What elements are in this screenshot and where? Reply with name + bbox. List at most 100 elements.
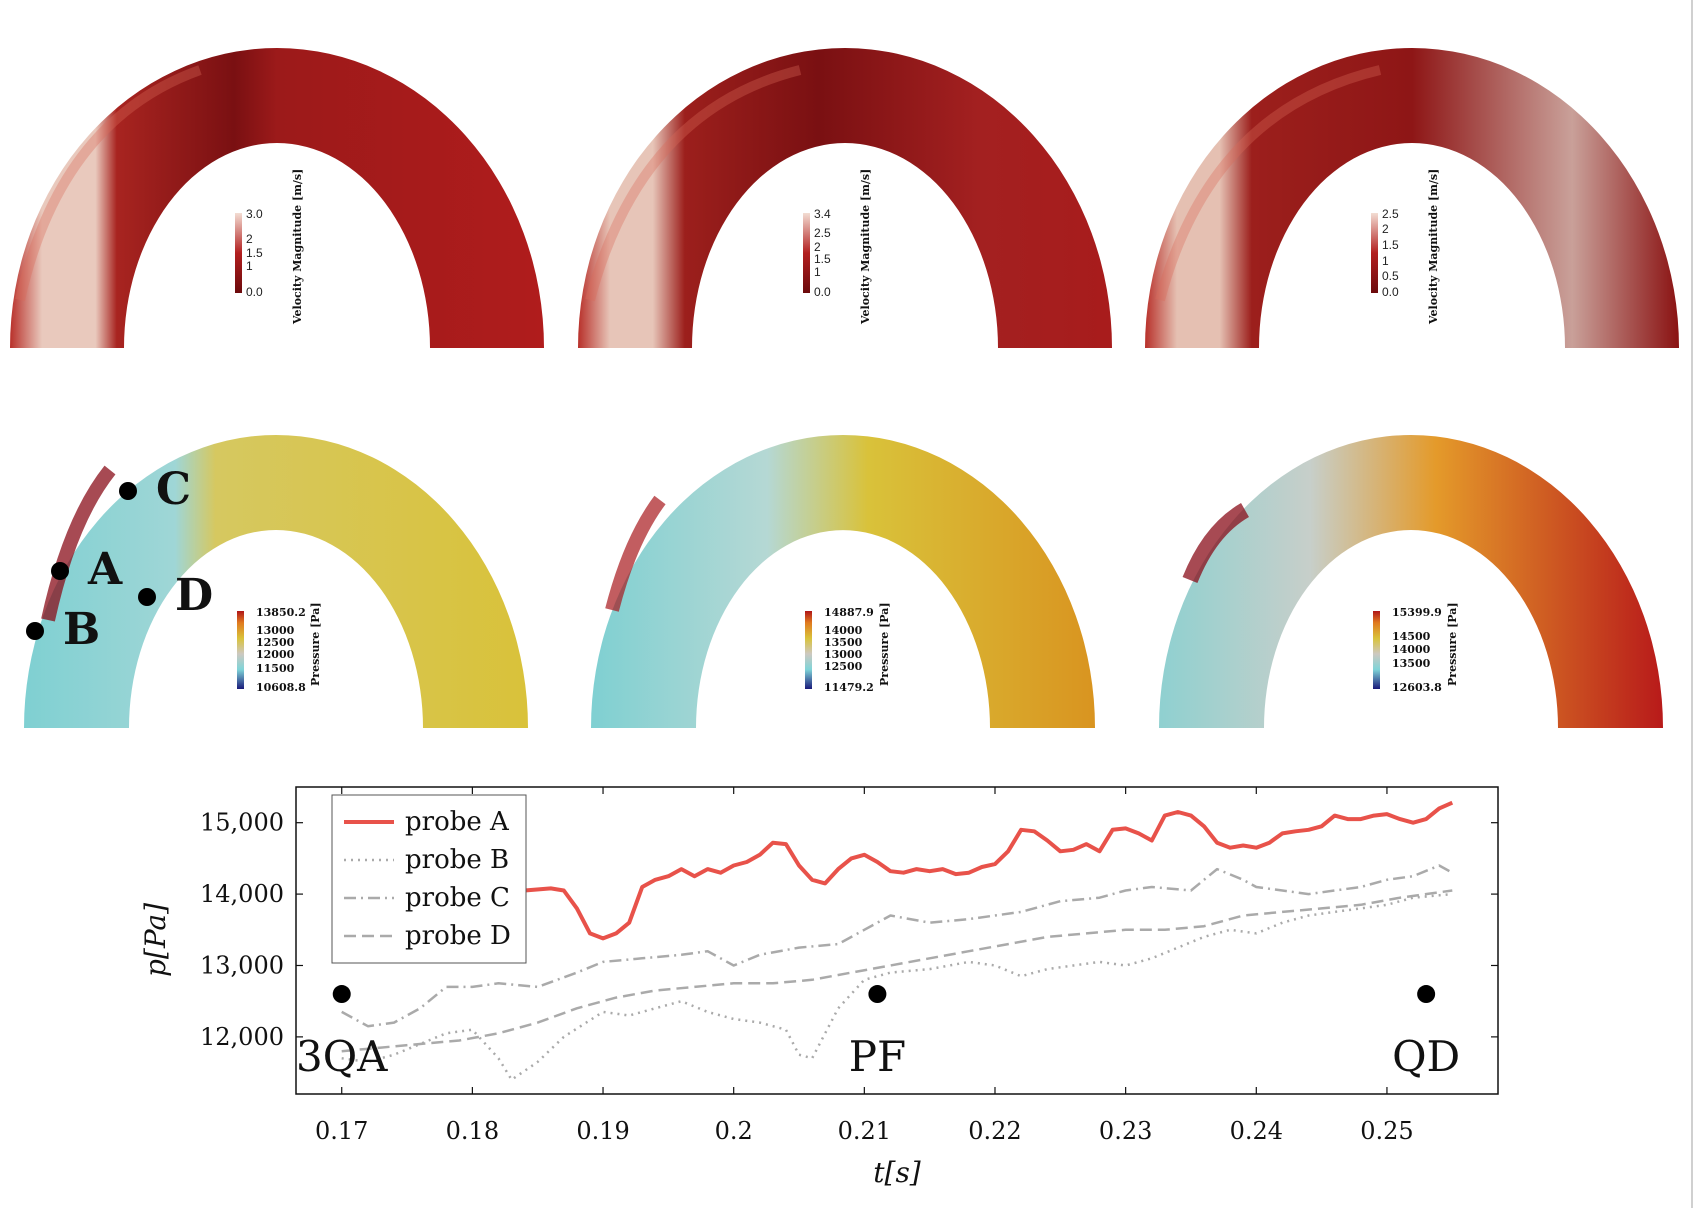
velocity-turbulence-3 — [1155, 65, 1382, 302]
series-line-probe-D — [341, 889, 1453, 1053]
y-tick-label: 15,000 — [200, 809, 284, 837]
colorbar-tick: 12603.8 — [1392, 681, 1442, 694]
probe-c-label: C — [156, 464, 191, 515]
probe-d-label: D — [175, 570, 213, 621]
colorbar-tick: 12500 — [256, 636, 295, 649]
probe-c-marker — [119, 482, 137, 500]
event-marker — [332, 985, 351, 1004]
colorbar-tick: 1.5 — [1382, 238, 1399, 252]
colorbar-title: Velocity Magnitude [m/s] — [291, 169, 304, 325]
colorbar-tick: 0.0 — [1382, 285, 1399, 299]
colorbar-tick: 13500 — [1392, 657, 1431, 670]
series-line-probe-A — [341, 800, 1454, 941]
colorbar-gradient — [237, 611, 244, 689]
colorbar-tick: 1.5 — [246, 246, 263, 260]
velocity-panel-2: 3.4 2.5 2 1.5 1 0.0 Velocity Magnitude [… — [578, 48, 1112, 348]
colorbar-tick: 14500 — [1392, 630, 1431, 643]
event-marker — [1417, 985, 1436, 1004]
probe-markers: C A D B — [26, 464, 213, 655]
colorbar-tick: 10608.8 — [256, 681, 306, 694]
x-tick-label: 0.18 — [446, 1117, 499, 1145]
colorbar-tick: 11500 — [256, 662, 295, 675]
legend-label-probe-b: probe B — [405, 845, 509, 875]
pressure-annulus-2 — [591, 435, 1095, 728]
colorbar-tick: 13000 — [824, 648, 863, 661]
y-tick-label: 12,000 — [200, 1023, 284, 1051]
pressure-colorbar-3: 15399.9 14500 14000 13500 12603.8 Pressu… — [1373, 602, 1459, 694]
x-tick-label: 0.25 — [1360, 1117, 1413, 1145]
event-label: 3QA — [296, 1032, 388, 1081]
colorbar-tick: 11479.2 — [824, 681, 874, 694]
legend-label-probe-a: probe A — [405, 807, 510, 837]
series-line-probe-C — [341, 864, 1453, 1028]
x-tick-label: 0.17 — [315, 1117, 368, 1145]
probe-a-marker — [51, 562, 69, 580]
colorbar-gradient — [1373, 611, 1380, 689]
pressure-colorbar-2: 14887.9 14000 13500 13000 12500 11479.2 … — [805, 602, 891, 694]
colorbar-tick: 14000 — [1392, 643, 1431, 656]
colorbar-gradient — [803, 213, 810, 293]
series-lines — [341, 800, 1454, 1081]
colorbar-tick: 3.4 — [814, 207, 831, 221]
colorbar-tick: 0.0 — [246, 285, 263, 299]
colorbar-title: Velocity Magnitude [m/s] — [1427, 169, 1440, 325]
velocity-annulus-1 — [10, 48, 544, 348]
colorbar-tick: 2 — [246, 232, 253, 246]
colorbar-title: Pressure [Pa] — [1446, 602, 1459, 686]
colorbar-tick: 1.5 — [814, 252, 831, 266]
colorbar-tick: 13000 — [256, 624, 295, 637]
velocity-colorbar-1: 3.0 2 1.5 1 0.0 Velocity Magnitude [m/s] — [235, 169, 304, 325]
event-label: PF — [849, 1032, 906, 1081]
pressure-panel-1: 13850.2 13000 12500 12000 11500 10608.8 … — [24, 435, 528, 728]
pressure-high-region-1 — [41, 465, 116, 622]
legend-label-probe-d: probe D — [405, 921, 511, 951]
pressure-high-region-2 — [605, 495, 666, 612]
event-marker — [868, 985, 887, 1004]
y-tick-label: 13,000 — [200, 951, 284, 979]
velocity-panel-3: 2.5 2 1.5 1 0.5 0.0 Velocity Magnitude [… — [1145, 48, 1679, 348]
colorbar-tick: 12500 — [824, 660, 863, 673]
x-tick-label: 0.24 — [1230, 1117, 1283, 1145]
colorbar-tick: 1 — [1382, 254, 1389, 268]
colorbar-tick: 0.5 — [1382, 269, 1399, 283]
colorbar-tick: 1 — [246, 259, 253, 273]
pressure-probe-chart: 0.17 0.18 0.19 0.2 0.21 0.22 0.23 0.24 0.25 12,00… — [139, 786, 1499, 1189]
axis-ticks: 0.17 0.18 0.19 0.2 0.21 0.22 0.23 0.24 0.25 12,00… — [200, 787, 1498, 1145]
x-axis-label: t[s] — [873, 1156, 921, 1189]
velocity-turbulence-2 — [585, 65, 802, 302]
colorbar-tick: 1 — [814, 265, 821, 279]
colorbar-tick: 2.5 — [814, 226, 831, 240]
colorbar-tick: 14000 — [824, 624, 863, 637]
pressure-high-region-3 — [1182, 503, 1250, 584]
probe-b-label: B — [63, 604, 100, 655]
velocity-panel-1: 3.0 2 1.5 1 0.0 Velocity Magnitude [m/s] — [10, 48, 544, 348]
pressure-colorbar-1: 13850.2 13000 12500 12000 11500 10608.8 … — [237, 602, 322, 694]
probe-a-label: A — [87, 544, 123, 595]
event-markers: 3QA PF QD — [296, 985, 1460, 1081]
colorbar-gradient — [1371, 213, 1378, 293]
colorbar-tick: 2.5 — [1382, 207, 1399, 221]
probe-b-marker — [26, 622, 44, 640]
colorbar-tick: 12000 — [256, 648, 295, 661]
colorbar-tick: 2 — [814, 240, 821, 254]
x-tick-label: 0.21 — [838, 1117, 891, 1145]
pressure-annulus-3 — [1159, 435, 1663, 728]
colorbar-tick: 13500 — [824, 636, 863, 649]
colorbar-tick: 15399.9 — [1392, 606, 1442, 619]
velocity-colorbar-2: 3.4 2.5 2 1.5 1 0.0 Velocity Magnitude [… — [803, 169, 872, 325]
y-tick-label: 14,000 — [200, 880, 284, 908]
colorbar-title: Pressure [Pa] — [309, 602, 322, 686]
colorbar-tick: 3.0 — [246, 207, 263, 221]
event-label: QD — [1392, 1032, 1460, 1081]
legend-label-probe-c: probe C — [405, 883, 510, 913]
pressure-annulus-1 — [24, 435, 528, 728]
pressure-panel-3: 15399.9 14500 14000 13500 12603.8 Pressu… — [1159, 435, 1663, 728]
velocity-annulus-2 — [578, 48, 1112, 348]
colorbar-tick: 0.0 — [814, 285, 831, 299]
series-line-probe-B — [341, 892, 1453, 1081]
x-tick-label: 0.22 — [968, 1117, 1021, 1145]
colorbar-title: Velocity Magnitude [m/s] — [859, 169, 872, 325]
probe-d-marker — [138, 588, 156, 606]
colorbar-tick: 14887.9 — [824, 606, 874, 619]
